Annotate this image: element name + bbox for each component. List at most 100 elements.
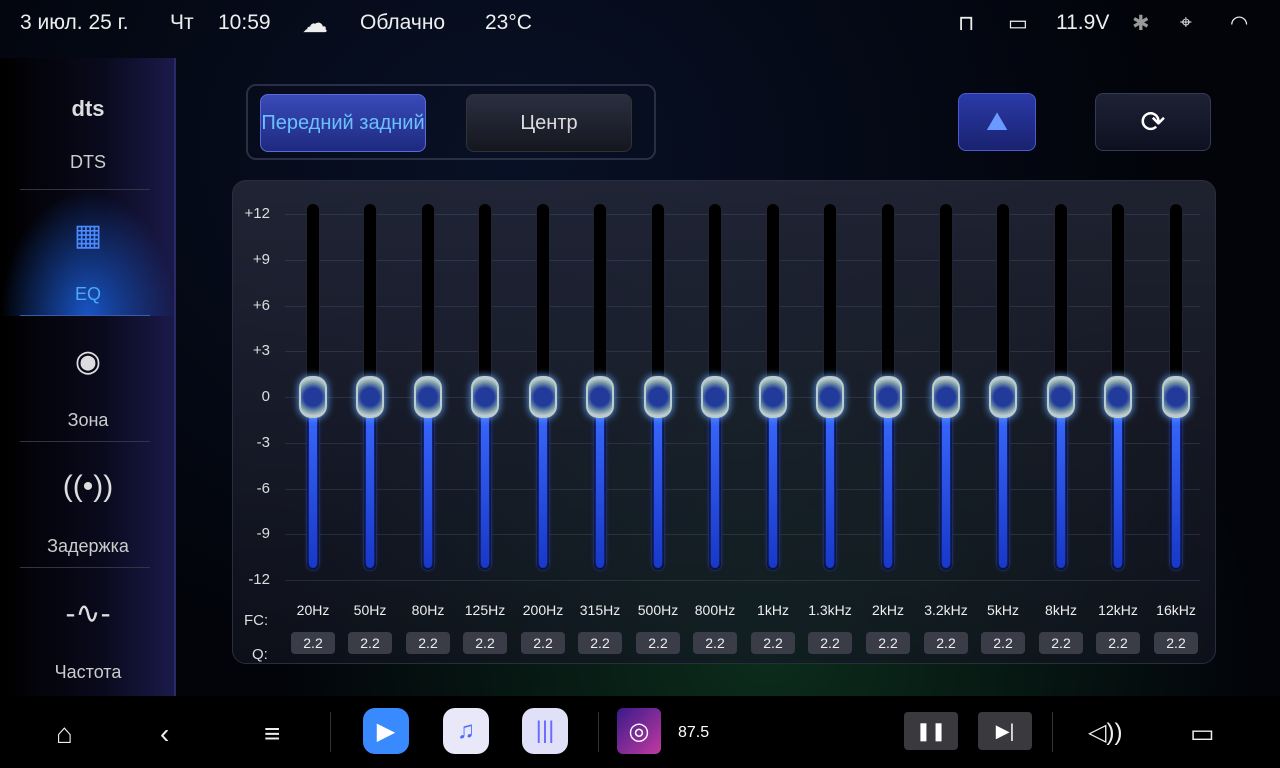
band-q-value[interactable]: 2.2: [751, 632, 795, 654]
eq-slider-knob[interactable]: [356, 376, 384, 418]
band-frequency: 315Hz: [579, 602, 621, 618]
band-frequency: 20Hz: [296, 602, 330, 618]
seat-icon: ⊓: [958, 12, 975, 35]
voltage: 11.9V: [1056, 11, 1110, 34]
wifi-icon: ◠: [1230, 12, 1249, 35]
band-q-value[interactable]: 2.2: [1154, 632, 1198, 654]
sidebar-item-label: Зона: [67, 410, 109, 430]
screen-icon[interactable]: ▭: [1190, 718, 1215, 748]
band-q-value[interactable]: 2.2: [636, 632, 680, 654]
eq-slider-knob[interactable]: [644, 376, 672, 418]
band-q-value[interactable]: 2.2: [693, 632, 737, 654]
band-frequency: 125Hz: [464, 602, 506, 618]
eq-slider-fill: [942, 402, 950, 568]
weekday: Чт: [170, 11, 194, 34]
y-axis-label: +3: [252, 342, 270, 360]
temperature: 23°C: [485, 11, 532, 34]
band-frequency: 200Hz: [522, 602, 564, 618]
voice-app-icon[interactable]: |||: [522, 708, 568, 754]
band-frequency: 3.2kHz: [924, 602, 968, 618]
band-q-value[interactable]: 2.2: [406, 632, 450, 654]
band-q-value[interactable]: 2.2: [1096, 632, 1140, 654]
gridline: [285, 259, 1200, 261]
band-q-value[interactable]: 2.2: [808, 632, 852, 654]
home-icon[interactable]: ⌂: [56, 718, 73, 749]
eq-slider-knob[interactable]: [529, 376, 557, 418]
band-q-value[interactable]: 2.2: [521, 632, 565, 654]
divider: [598, 712, 599, 752]
eq-slider-knob[interactable]: [414, 376, 442, 418]
sidebar-item-label: Задержка: [47, 536, 129, 556]
eq-slider-knob[interactable]: [299, 376, 327, 418]
band-frequency: 16kHz: [1156, 602, 1196, 618]
bluetooth-icon: ✱: [1132, 12, 1150, 35]
music-app-icon[interactable]: ♫: [443, 708, 489, 754]
eq-slider-fill: [1114, 402, 1122, 568]
divider: [20, 567, 150, 568]
band-q-value[interactable]: 2.2: [1039, 632, 1083, 654]
eq-slider-knob[interactable]: [989, 376, 1017, 418]
eq-slider-knob[interactable]: [701, 376, 729, 418]
sidebar-item-frequency[interactable]: -∿- Частота: [0, 568, 176, 694]
back-icon[interactable]: ‹: [160, 718, 170, 749]
sidebar-item-zone[interactable]: ◉ Зона: [0, 316, 176, 442]
eq-slider-fill: [309, 402, 317, 568]
band-q-value[interactable]: 2.2: [463, 632, 507, 654]
cloud-icon: ☁: [302, 8, 328, 38]
band-q-value[interactable]: 2.2: [866, 632, 910, 654]
divider: [20, 441, 150, 442]
refresh-icon: ⟳: [1140, 105, 1166, 139]
radio-album-art[interactable]: ◎: [617, 708, 661, 754]
eq-slider-knob[interactable]: [1162, 376, 1190, 418]
date: 3 июл. 25 г.: [20, 11, 129, 34]
eq-slider-knob[interactable]: [874, 376, 902, 418]
sidebar-item-delay[interactable]: ((•)) Задержка: [0, 442, 176, 568]
sidebar: dts DTS ▦ EQ ◉ Зона ((•)) Задержка -∿- Частот…: [0, 58, 176, 696]
band-frequency: 1kHz: [757, 602, 789, 618]
video-app-icon[interactable]: ▶: [363, 708, 409, 754]
next-icon: ▶|: [995, 720, 1015, 741]
y-axis-label: +9: [252, 250, 270, 268]
front-rear-button[interactable]: Передний задний: [260, 94, 426, 152]
band-frequency: 80Hz: [411, 602, 445, 618]
eq-slider-fill: [1172, 402, 1180, 568]
band-frequency: 2kHz: [872, 602, 904, 618]
reset-button[interactable]: ⟳: [1095, 93, 1211, 151]
center-button[interactable]: Центр: [466, 94, 632, 152]
channel-selector: Передний задний Центр: [246, 84, 656, 160]
volume-icon[interactable]: ◁)): [1088, 719, 1123, 746]
eq-slider-knob[interactable]: [1104, 376, 1132, 418]
delay-icon: ((•)): [62, 470, 114, 503]
eq-slider-knob[interactable]: [471, 376, 499, 418]
q-label: Q:: [252, 646, 268, 663]
pause-button[interactable]: ❚❚: [904, 712, 958, 750]
battery-icon: ▭: [1008, 12, 1028, 35]
eq-slider-knob[interactable]: [816, 376, 844, 418]
sidebar-item-eq[interactable]: ▦ EQ: [0, 190, 176, 316]
band-q-value[interactable]: 2.2: [578, 632, 622, 654]
band-frequency: 5kHz: [987, 602, 1019, 618]
gridline: [285, 580, 1200, 581]
eq-slider-knob[interactable]: [586, 376, 614, 418]
band-q-value[interactable]: 2.2: [348, 632, 392, 654]
sidebar-item-label: DTS: [70, 152, 106, 172]
band-q-value[interactable]: 2.2: [981, 632, 1025, 654]
band-q-value[interactable]: 2.2: [291, 632, 335, 654]
eq-panel: [232, 180, 1216, 664]
gridline: [285, 305, 1200, 307]
bottom-bar: ⌂ ‹ ≡ ▶ ♫ ||| ◎ 87.5 ❚❚ ▶| ◁)) ▭: [0, 696, 1280, 768]
gridline: [285, 442, 1200, 444]
curve-view-button[interactable]: ⛰: [958, 93, 1036, 151]
eq-slider-knob[interactable]: [932, 376, 960, 418]
next-button[interactable]: ▶|: [978, 712, 1032, 750]
eq-slider-knob[interactable]: [759, 376, 787, 418]
status-bar: 3 июл. 25 г. Чт 10:59 ☁ Облачно 23°C ⊓ ▭…: [0, 0, 1280, 46]
menu-icon[interactable]: ≡: [264, 718, 281, 749]
divider: [330, 712, 331, 752]
eq-slider-knob[interactable]: [1047, 376, 1075, 418]
eq-slider-fill: [424, 402, 432, 568]
band-frequency: 1.3kHz: [808, 602, 852, 618]
band-q-value[interactable]: 2.2: [924, 632, 968, 654]
sidebar-item-dts[interactable]: dts DTS: [0, 58, 176, 184]
clock: 10:59: [218, 11, 271, 34]
